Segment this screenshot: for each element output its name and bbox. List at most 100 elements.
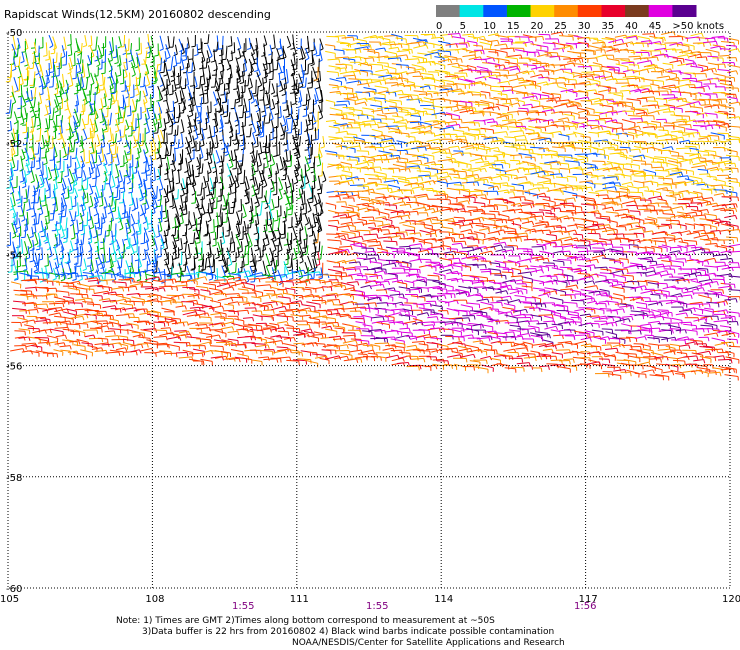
wind-barb (153, 66, 158, 81)
wind-barb (11, 156, 16, 168)
wind-barb (60, 171, 63, 183)
wind-barb-tick (442, 48, 445, 53)
wind-barb (458, 126, 469, 129)
wind-barb (219, 119, 224, 131)
wind-barb-tick (119, 165, 125, 168)
wind-barb (210, 135, 215, 147)
wind-barb-tick (187, 140, 192, 144)
wind-barb (300, 195, 305, 209)
wind-barb (291, 195, 293, 209)
wind-barb-tick (653, 67, 656, 72)
wind-barb (201, 84, 204, 95)
wind-barb (383, 157, 398, 161)
wind-barb-tick (727, 123, 730, 128)
wind-barb (215, 86, 221, 99)
wind-barb-tick (555, 99, 558, 104)
wind-barb-tick (254, 70, 259, 72)
wind-barb-tick (29, 157, 35, 160)
wind-barb-tick (543, 192, 547, 197)
wind-barb (193, 118, 198, 130)
wind-barb-tick (650, 60, 653, 65)
wind-barb (664, 133, 677, 137)
wind-barb (201, 49, 206, 61)
wind-barb (284, 77, 287, 89)
wind-barb-tick (162, 88, 167, 90)
wind-barb (389, 155, 400, 157)
wind-barb-tick (282, 56, 287, 60)
wind-barb (46, 129, 50, 142)
wind-barb (54, 127, 57, 139)
wind-barb (185, 204, 188, 214)
wind-barb (258, 170, 264, 185)
wind-barb (282, 157, 288, 169)
wind-barb (539, 162, 552, 166)
wind-barb (119, 55, 122, 66)
wind-barb (110, 50, 113, 61)
wind-barb-tick (600, 126, 604, 131)
wind-barb-tick (372, 57, 375, 62)
wind-barb (717, 69, 730, 72)
wind-barb-tick (461, 119, 463, 124)
wind-barb (376, 114, 387, 117)
wind-barb (45, 42, 48, 56)
wind-barb (514, 176, 526, 179)
wind-barb (606, 86, 616, 89)
wind-barb (41, 83, 44, 94)
wind-barb-tick (24, 64, 29, 67)
wind-barb (615, 184, 628, 189)
wind-barb (592, 62, 603, 66)
wind-barb-tick (514, 119, 517, 124)
wind-barb (654, 36, 665, 39)
wind-barb-tick (387, 107, 390, 112)
wind-barb (640, 142, 654, 145)
wind-barb (389, 105, 402, 109)
wind-barb-tick (590, 186, 593, 192)
wind-barb (321, 162, 324, 176)
wind-barb-tick (682, 193, 684, 198)
wind-barb (529, 164, 540, 168)
wind-barb (135, 160, 139, 174)
wind-barb (255, 79, 257, 94)
wind-barb (209, 198, 213, 213)
wind-barb-tick (56, 95, 61, 98)
wind-barb (542, 42, 555, 45)
wind-barb-tick (282, 102, 287, 104)
wind-barb-tick (547, 71, 550, 76)
wind-barb (329, 113, 344, 116)
wind-barb (446, 156, 456, 160)
wind-barb (116, 184, 119, 198)
wind-barb (719, 82, 734, 87)
wind-barb (90, 72, 95, 84)
wind-barb (205, 118, 208, 130)
wind-barb-tick (227, 193, 232, 196)
wind-barb (501, 89, 513, 92)
wind-barb (268, 80, 271, 94)
wind-barb-tick (522, 130, 525, 135)
wind-barb (495, 103, 509, 108)
wind-barb (634, 88, 649, 93)
wind-barb (587, 124, 599, 127)
wind-barb (542, 174, 554, 177)
wind-barb (467, 35, 478, 39)
wind-barb (649, 175, 664, 178)
wind-barb (343, 86, 353, 90)
wind-barb-tick (310, 63, 315, 67)
wind-barb (437, 158, 452, 162)
wind-barb-tick (216, 110, 221, 113)
wind-barb (619, 155, 633, 160)
wind-barb (558, 133, 570, 137)
wind-barb-tick (422, 184, 425, 189)
wind-barb (724, 112, 735, 116)
wind-barb (458, 140, 468, 144)
wind-barb-tick (268, 78, 273, 81)
wind-barb (558, 117, 568, 121)
wind-barb (326, 70, 339, 73)
wind-barb (584, 152, 596, 156)
wind-barb (642, 33, 655, 35)
wind-barb-tick (305, 139, 310, 142)
wind-barb-tick (589, 148, 592, 153)
wind-barb (496, 57, 510, 62)
wind-barb (252, 150, 256, 160)
wind-barb (669, 192, 683, 194)
wind-barb-tick (532, 149, 534, 154)
